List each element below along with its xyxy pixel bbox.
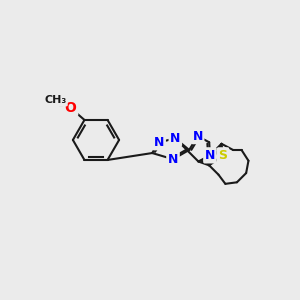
Text: N: N bbox=[193, 130, 203, 142]
Text: N: N bbox=[170, 132, 181, 145]
Text: S: S bbox=[218, 149, 228, 162]
Text: N: N bbox=[154, 136, 164, 149]
Text: O: O bbox=[65, 100, 76, 115]
Text: CH₃: CH₃ bbox=[44, 95, 66, 105]
Text: N: N bbox=[168, 153, 178, 166]
Text: N: N bbox=[205, 149, 215, 162]
